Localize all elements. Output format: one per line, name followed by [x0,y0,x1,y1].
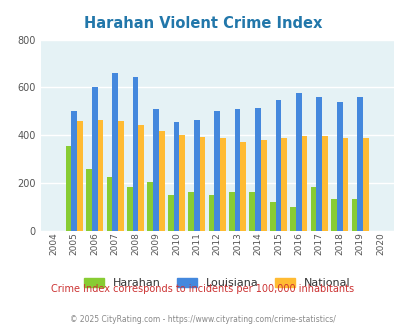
Text: © 2025 CityRating.com - https://www.cityrating.com/crime-statistics/: © 2025 CityRating.com - https://www.city… [70,315,335,324]
Bar [336,102,342,231]
Bar [158,131,164,231]
Bar [321,136,327,231]
Bar [290,207,295,231]
Bar [351,199,356,231]
Bar [92,87,97,231]
Bar [234,109,240,231]
Bar [173,122,179,231]
Bar [132,77,138,231]
Bar [310,187,315,231]
Bar [194,120,199,231]
Legend: Harahan, Louisiana, National: Harahan, Louisiana, National [79,273,354,293]
Bar [188,191,194,231]
Bar [301,136,307,231]
Bar [106,177,112,231]
Bar [315,97,321,231]
Bar [71,112,77,231]
Bar [118,121,124,231]
Bar [220,138,225,231]
Bar [147,182,153,231]
Bar [86,169,92,231]
Bar [199,137,205,231]
Text: Harahan Violent Crime Index: Harahan Violent Crime Index [83,16,322,31]
Text: Crime Index corresponds to incidents per 100,000 inhabitants: Crime Index corresponds to incidents per… [51,284,354,294]
Bar [228,191,234,231]
Bar [77,121,83,231]
Bar [295,93,301,231]
Bar [138,124,144,231]
Bar [362,138,368,231]
Bar [112,73,118,231]
Bar [249,192,255,231]
Bar [269,202,275,231]
Bar [167,195,173,231]
Bar [342,138,347,231]
Bar [255,108,260,231]
Bar [356,97,362,231]
Bar [97,120,103,231]
Bar [66,146,71,231]
Bar [153,109,158,231]
Bar [240,142,245,231]
Bar [275,100,281,231]
Bar [260,140,266,231]
Bar [281,138,286,231]
Bar [214,111,220,231]
Bar [330,199,336,231]
Bar [208,195,214,231]
Bar [127,187,132,231]
Bar [179,135,185,231]
